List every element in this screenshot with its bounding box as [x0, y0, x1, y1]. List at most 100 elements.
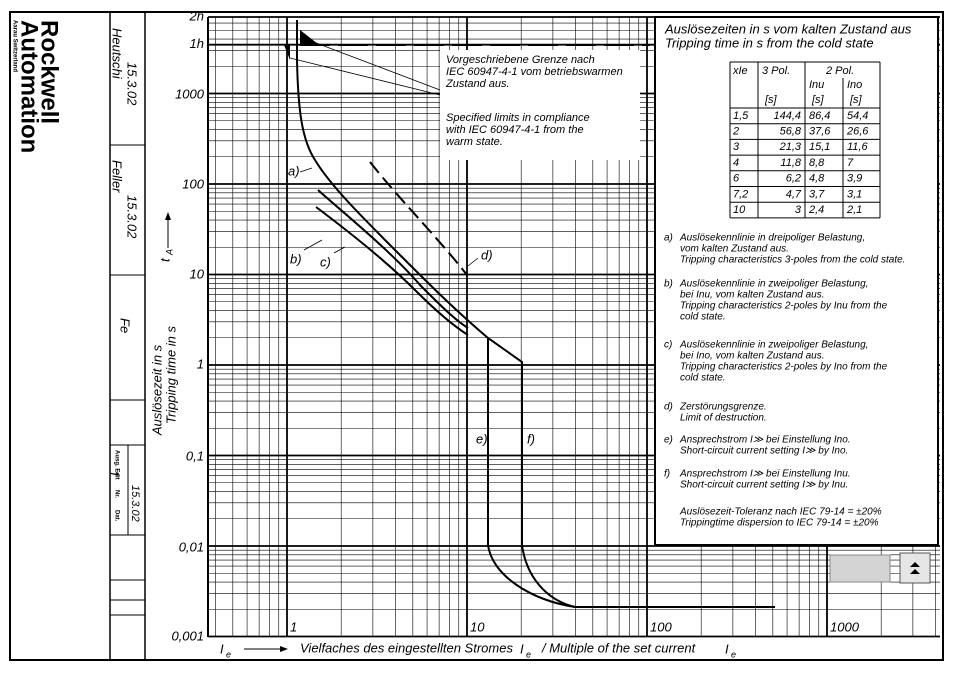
note-line: Tripping characteristics 3-poles from th…: [680, 255, 905, 266]
annotation-line: with IEC 60947-4-1 from the: [446, 124, 584, 136]
table-header: xIe: [732, 65, 748, 77]
table-cell: 86,4: [809, 110, 830, 122]
x-tick-label: 1: [290, 619, 297, 634]
curve-d: [369, 161, 468, 276]
y-label-en: Tripping time in s: [163, 325, 178, 424]
leaders: [289, 37, 479, 267]
y-tick-label: 1: [197, 356, 204, 371]
table-cell: 8,8: [809, 157, 825, 169]
y-tick-label: 10: [190, 266, 205, 281]
curve-label: e): [476, 431, 488, 446]
table-cell: 6: [733, 173, 740, 185]
limit-mark: [284, 45, 290, 60]
scroll-icon: [910, 562, 920, 574]
note-line: Tripping characteristics 2-poles by Ino …: [680, 362, 888, 373]
note-label: b): [664, 279, 673, 290]
edit-number-label: Nr.: [113, 490, 119, 498]
table-cell: 11,6: [847, 141, 868, 153]
note-line: Tripping characteristics 2-poles by Inu …: [680, 301, 888, 312]
curve-label: f): [527, 431, 535, 446]
revision-lines: [110, 144, 145, 616]
annotation-line: Zustand aus.: [445, 78, 510, 90]
curve-label: d): [481, 247, 493, 262]
table-cell: 1,5: [733, 110, 749, 122]
y-tick-label: 1h: [190, 36, 204, 51]
x-tick-label: 1000: [830, 619, 860, 634]
table-unit: [s]: [764, 94, 778, 106]
table-cell: 3,7: [809, 188, 825, 200]
table-cell: 4,8: [809, 173, 825, 185]
table-cell: 6,2: [786, 173, 801, 185]
panel-content: Auslösezeiten in s vom kalten Zustand au…: [664, 21, 912, 528]
table-cell: 4,7: [786, 188, 802, 200]
x-symbol-sub: e: [226, 649, 231, 659]
note-line: cold state.: [680, 312, 726, 323]
note-line: vom kalten Zustand aus.: [680, 244, 789, 255]
y-label-de: Auslösezeit in s: [149, 344, 164, 436]
note-line: Limit of destruction.: [680, 413, 767, 424]
note-label: f): [664, 469, 670, 480]
panel: [654, 16, 939, 546]
note-label: c): [664, 340, 672, 351]
revision-name: Feller: [110, 160, 125, 193]
table-subheader: Ino: [847, 79, 862, 91]
table-cell: 7: [847, 157, 854, 169]
revision-name: Heutschi: [110, 28, 125, 80]
note-line: Auslösekennlinie in zweipoliger Belastun…: [679, 340, 868, 351]
curves: [296, 20, 775, 608]
edit-label: Ausg. Edit: [113, 450, 119, 480]
y-arrow-head: [165, 212, 171, 220]
curve-c: [315, 206, 469, 336]
table-cell: 7,2: [733, 188, 748, 200]
tolerance: Auslösezeit-Toleranz nach IEC 79-14 = ±2…: [679, 507, 882, 518]
table-cell: 3: [733, 141, 740, 153]
table-cell: 11,8: [780, 157, 801, 169]
note-line: cold state.: [680, 373, 726, 384]
x-label-de: Vielfaches des eingestellten Stromes: [300, 640, 513, 655]
table-cell: 3,9: [847, 173, 862, 185]
table-cell: 37,6: [809, 126, 831, 138]
panel-title: Auslösezeiten in s vom kalten Zustand au…: [664, 21, 912, 36]
note-line: Short-circuit current setting I≫ by Ino.: [680, 446, 848, 457]
y-tick-label: 2h: [189, 8, 204, 23]
scroll-button[interactable]: [899, 552, 931, 584]
table-unit: [s]: [849, 94, 863, 106]
revision-date: 15.3.02: [125, 62, 140, 106]
table-cell: 2: [732, 126, 739, 138]
note-line: bei Inu, vom kalten Zustand aus.: [680, 290, 825, 301]
table-subheader: Inu: [809, 79, 824, 91]
table-cell: 144,4: [773, 110, 801, 122]
field[interactable]: [829, 554, 891, 583]
table-header: 3 Pol.: [762, 65, 790, 77]
note-line: Auslösekennlinie in zweipoliger Belastun…: [679, 279, 868, 290]
annotation-line: Specified limits in compliance: [446, 112, 590, 124]
y-tick-label: 100: [182, 176, 204, 191]
revision-name: Fe: [118, 318, 133, 333]
annotation-line: Vorgeschriebene Grenze nach: [446, 54, 595, 66]
table-header: 2 Pol.: [825, 65, 854, 77]
x-symbol: I: [220, 641, 224, 656]
table-cell: 3,1: [847, 188, 862, 200]
table-unit: [s]: [811, 94, 825, 106]
location: Aarau Switzerland: [11, 20, 17, 72]
table-cell: 2,1: [846, 204, 862, 216]
x-symbol: I: [725, 641, 729, 656]
note-line: Zerstörungsgrenze.: [679, 402, 767, 413]
y-tick-label: 0,1: [186, 448, 204, 463]
tolerance: Trippingtime dispersion to IEC 79-14 = ±…: [680, 518, 879, 529]
y-tick-label: 0,001: [171, 628, 204, 643]
frame: [9, 11, 944, 661]
y-tick-label: 0,01: [179, 539, 204, 554]
table-cell: 10: [733, 204, 746, 216]
note-line: Auslösekennlinie in dreipoliger Belastun…: [679, 233, 865, 244]
table-cell: 21,3: [779, 141, 802, 153]
note-label: e): [664, 435, 673, 446]
limit-mark: [300, 30, 318, 44]
curve-a: [296, 20, 775, 608]
x-symbol-sub: e: [526, 649, 531, 659]
revision-date: 15.3.02: [125, 195, 140, 239]
brand: Automation: [16, 20, 43, 153]
table-cell: 4: [733, 157, 739, 169]
brand: Rockwell: [36, 20, 63, 124]
